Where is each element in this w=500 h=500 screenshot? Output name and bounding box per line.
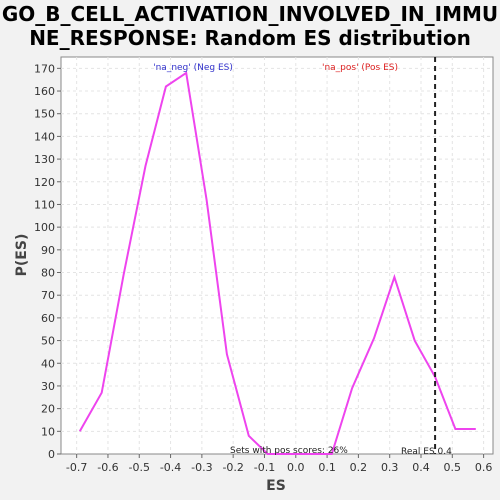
- y-tick-label: 100: [34, 221, 55, 234]
- x-tick-label: -0.5: [129, 461, 150, 474]
- y-tick-label: 70: [41, 289, 55, 302]
- x-axis-label: ES: [266, 478, 286, 494]
- y-tick-label: 120: [34, 176, 55, 189]
- y-tick-label: 0: [48, 448, 55, 461]
- plot-area: [60, 56, 494, 455]
- y-tick-label: 20: [41, 403, 55, 416]
- y-axis-label: P(ES): [14, 234, 30, 277]
- y-axis-ticks: 0 10 20 30 40 50 60 70 80 90 100 110 120 130 140 150 160…: [34, 62, 61, 461]
- pos-es-label: 'na_pos' (Pos ES): [322, 63, 398, 73]
- y-tick-label: 170: [34, 62, 55, 75]
- y-tick-label: 10: [41, 425, 55, 438]
- chart-title: GO_B_CELL_ACTIVATION_INVOLVED_IN_IMMU NE…: [0, 2, 500, 50]
- y-tick-label: 50: [41, 335, 55, 348]
- y-tick-label: 110: [34, 198, 55, 211]
- x-tick-label: -0.1: [254, 461, 275, 474]
- x-axis-ticks: -0.7 -0.6 -0.5 -0.4 -0.3 -0.2 -0.1 0.0 0.1 0.2 0.3…: [66, 454, 492, 474]
- x-tick-label: -0.2: [222, 461, 243, 474]
- x-tick-label: 0.5: [444, 461, 462, 474]
- chart-title-line2: NE_RESPONSE: Random ES distribution: [29, 26, 471, 50]
- x-tick-label: -0.6: [97, 461, 118, 474]
- es-distribution-line: [78, 71, 476, 455]
- x-tick-label: 0.2: [350, 461, 368, 474]
- y-tick-label: 160: [34, 85, 55, 98]
- x-tick-label: 0.6: [475, 461, 493, 474]
- x-tick-label: 0.3: [381, 461, 399, 474]
- x-tick-label: 0.0: [287, 461, 305, 474]
- y-tick-label: 80: [41, 267, 55, 280]
- y-tick-label: 90: [41, 244, 55, 257]
- neg-es-label: 'na_neg' (Neg ES): [153, 63, 233, 73]
- y-tick-label: 30: [41, 380, 55, 393]
- x-tick-label: 0.1: [318, 461, 336, 474]
- chart-title-line1: GO_B_CELL_ACTIVATION_INVOLVED_IN_IMMU: [1, 2, 499, 26]
- grid-lines: [61, 57, 493, 454]
- y-tick-label: 60: [41, 312, 55, 325]
- x-tick-label: -0.4: [160, 461, 181, 474]
- y-tick-label: 130: [34, 153, 55, 166]
- y-tick-label: 150: [34, 108, 55, 121]
- y-tick-label: 40: [41, 357, 55, 370]
- x-tick-label: -0.7: [66, 461, 87, 474]
- pos-scores-label: Sets with pos scores: 26%: [230, 446, 348, 456]
- x-tick-label: 0.4: [412, 461, 430, 474]
- x-tick-label: -0.3: [191, 461, 212, 474]
- y-tick-label: 140: [34, 130, 55, 143]
- real-es-label: Real ES 0.4: [401, 447, 452, 457]
